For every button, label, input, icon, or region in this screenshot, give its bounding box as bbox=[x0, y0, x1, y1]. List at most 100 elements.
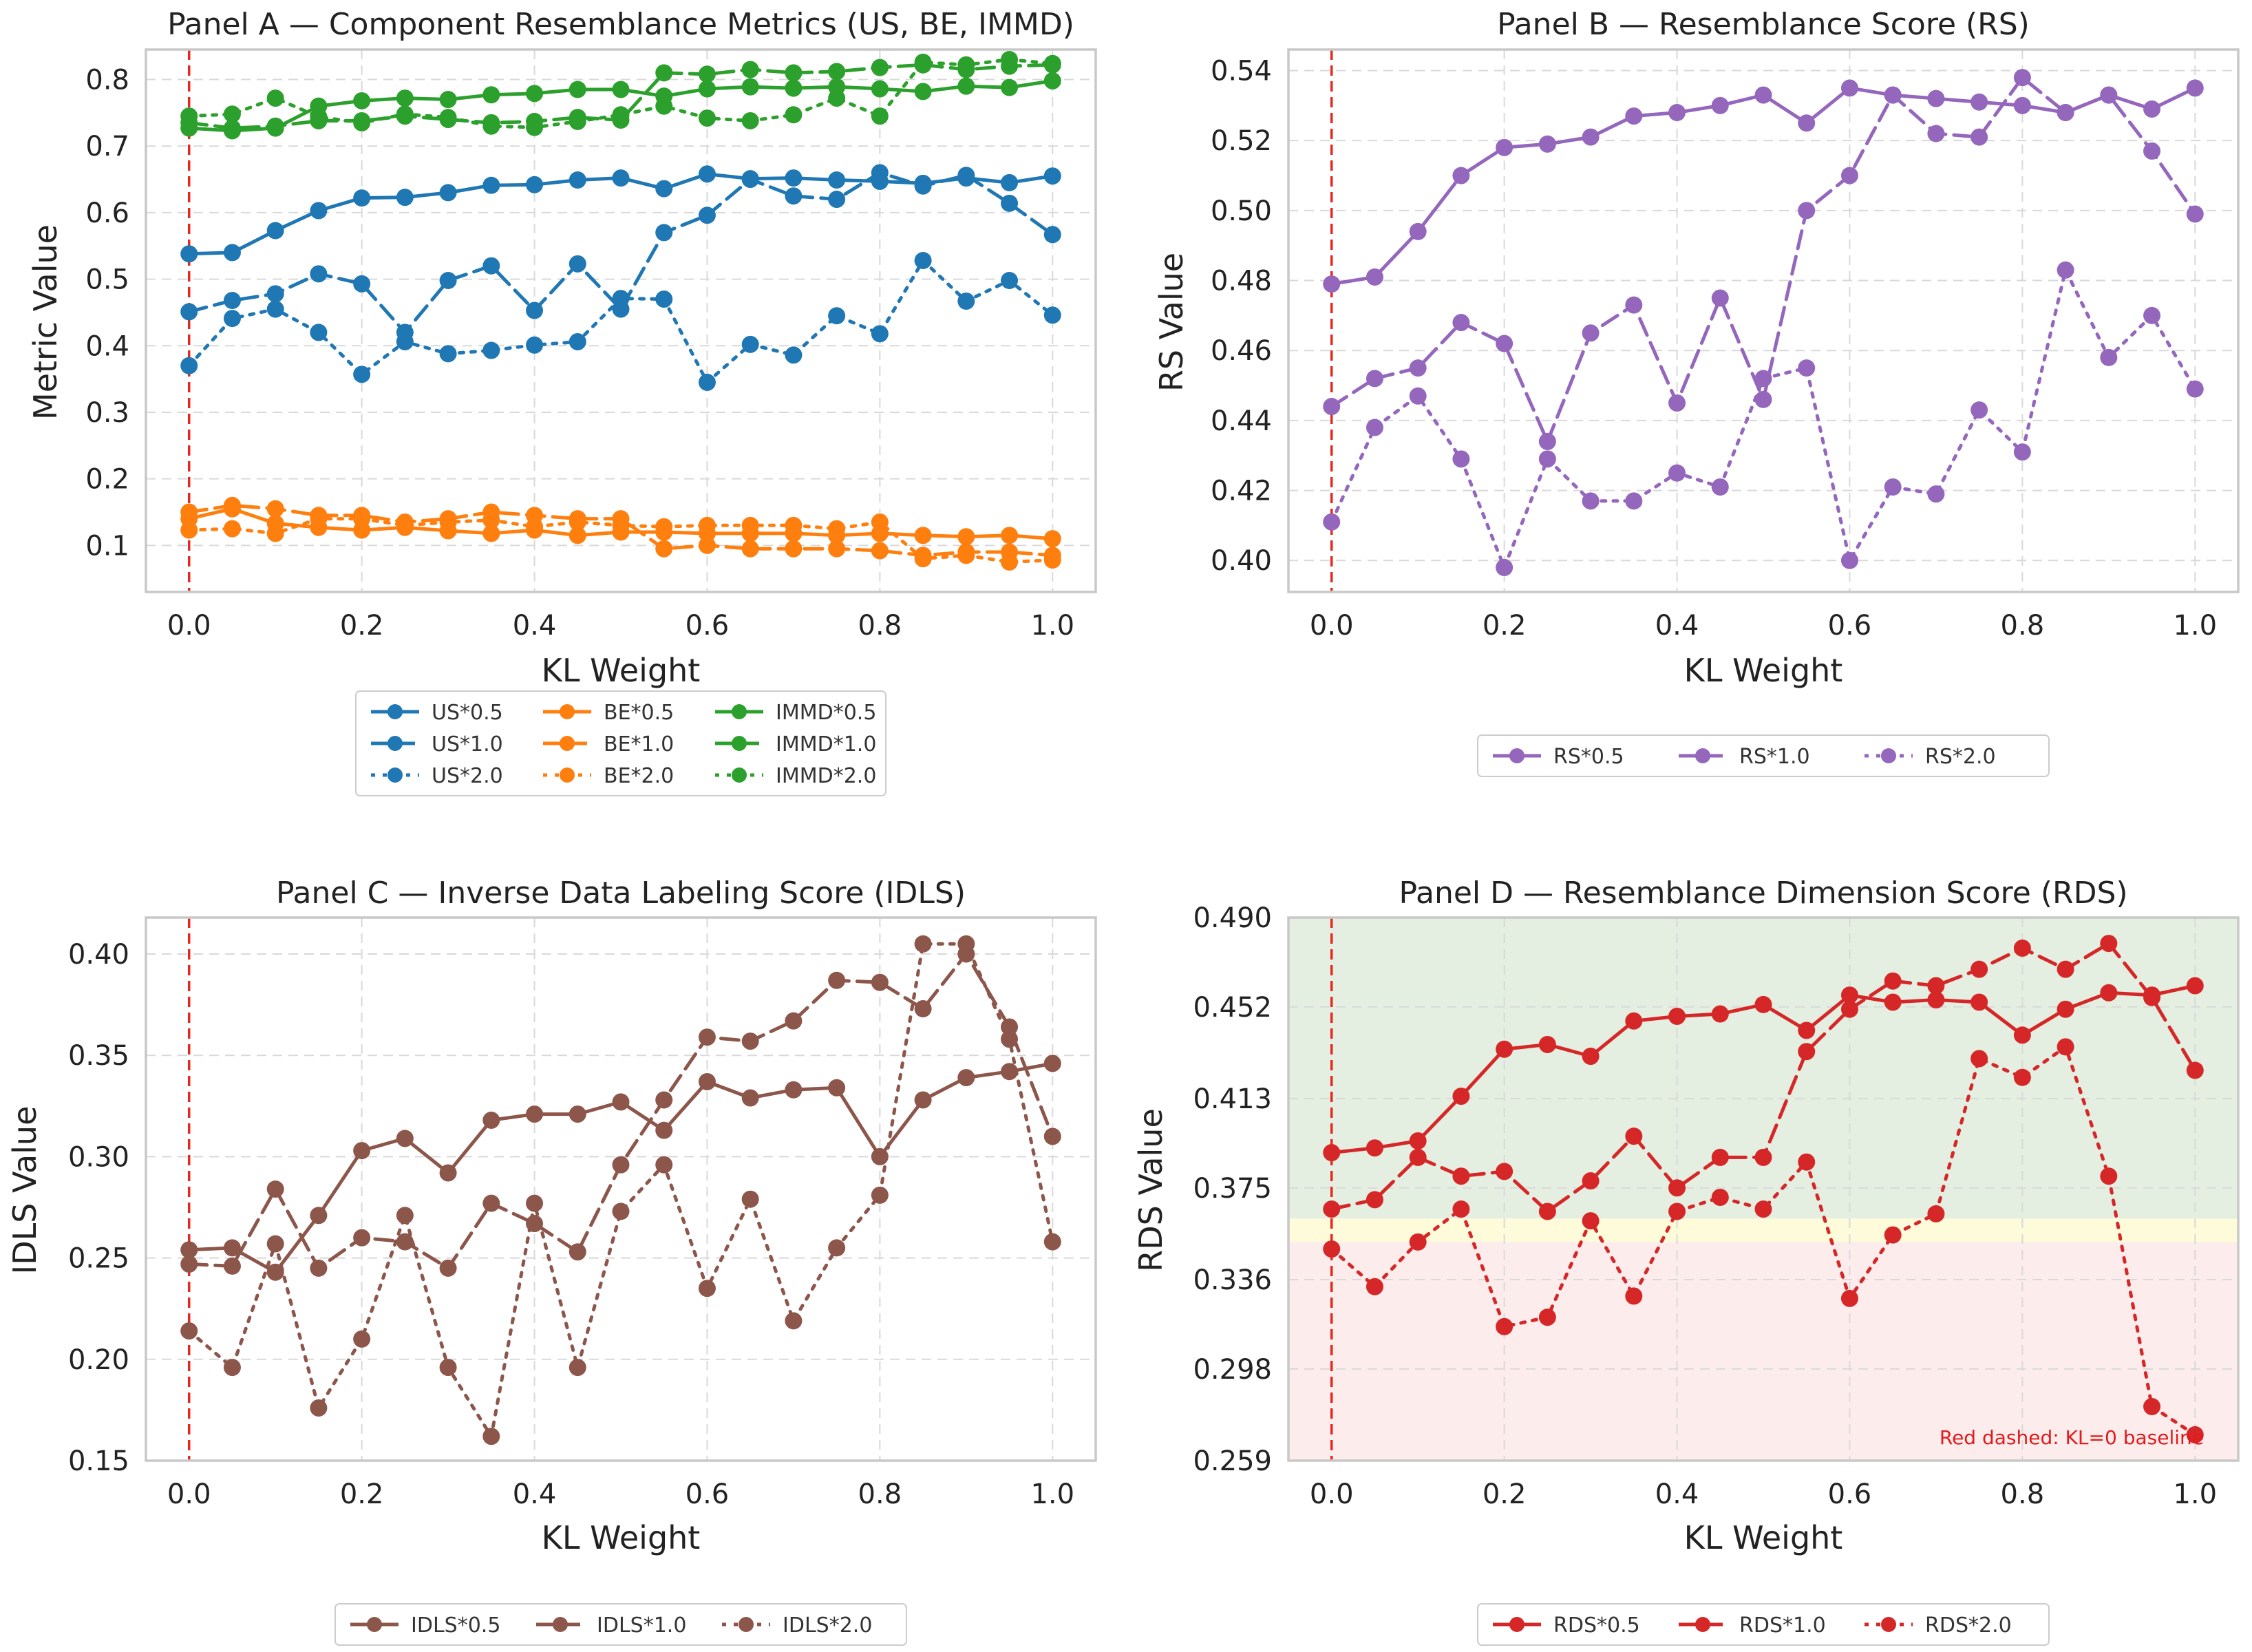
panel-a-data-point bbox=[223, 292, 241, 310]
panel-a-data-point bbox=[655, 540, 673, 558]
panel-d-data-point bbox=[1754, 1200, 1772, 1218]
panel-c-xlabel: KL Weight bbox=[542, 1519, 701, 1556]
panel-a-data-point bbox=[569, 81, 586, 98]
panel-b-data-point bbox=[1927, 89, 1945, 107]
panel-b-data-point bbox=[2057, 104, 2074, 122]
panel-c-data-point bbox=[569, 1243, 586, 1261]
panel-b-data-point bbox=[1323, 398, 1341, 416]
panel-c-y-tick-label: 0.30 bbox=[68, 1141, 129, 1173]
panel-b-x-tick-label: 0.6 bbox=[1828, 610, 1872, 642]
panel-a-legend-label: IMMD*1.0 bbox=[776, 732, 876, 756]
panel-b-x-tick-label: 0.8 bbox=[2001, 610, 2045, 642]
panel-b-data-point bbox=[1538, 450, 1556, 468]
panel-c-data-point bbox=[914, 1091, 932, 1109]
panel-b-data-point bbox=[1366, 370, 1383, 388]
panel-a-legend-item: IMMD*2.0 bbox=[715, 764, 876, 788]
panel-b-data-point bbox=[1927, 485, 1945, 503]
panel-c-series-1 bbox=[180, 945, 1061, 1277]
panel-d-data-point bbox=[2100, 935, 2118, 953]
panel-a-data-point bbox=[698, 373, 716, 391]
panel-a-data-point bbox=[1001, 173, 1019, 191]
panel-a-data-point bbox=[526, 518, 544, 536]
panel-d-data-point bbox=[2013, 1068, 2031, 1086]
panel-a-data-point bbox=[655, 224, 673, 242]
panel-b-data-point bbox=[1884, 86, 1902, 104]
panel-d-legend-item: RDS*2.0 bbox=[1865, 1613, 2012, 1638]
panel-b-data-point bbox=[1840, 167, 1858, 184]
panel-b-data-point bbox=[1625, 492, 1643, 510]
panel-d-data-point bbox=[1927, 977, 1945, 995]
panel-b-data-point bbox=[2057, 261, 2074, 279]
panel-a-data-point bbox=[741, 61, 759, 78]
panel-a-data-point bbox=[569, 527, 586, 544]
panel-a-data-point bbox=[741, 335, 759, 353]
panel-a-data-point bbox=[828, 63, 846, 81]
panel-d-legend-label: RDS*2.0 bbox=[1925, 1613, 2012, 1638]
panel-a-data-point bbox=[180, 303, 198, 321]
panel-b-y-tick-label: 0.54 bbox=[1211, 56, 1272, 87]
panel-b-data-point bbox=[1798, 202, 1816, 220]
panel-c-data-point bbox=[180, 1241, 198, 1259]
panel-d-legend-marker bbox=[1881, 1617, 1896, 1632]
panel-c-data-point bbox=[957, 935, 975, 953]
panel-d-y-tick-label: 0.490 bbox=[1193, 902, 1272, 934]
panel-c-data-point bbox=[871, 1147, 889, 1165]
panel-a-data-point bbox=[741, 78, 759, 96]
panel-d-axes-frame bbox=[1287, 916, 2240, 1462]
panel-a-data-point bbox=[741, 516, 759, 534]
panel-d-y-tick-label: 0.298 bbox=[1193, 1354, 1272, 1386]
panel-d-data-point bbox=[1625, 1127, 1643, 1145]
panel-b-data-point bbox=[1970, 93, 1988, 111]
panel-b-data-point bbox=[1538, 135, 1556, 153]
panel-a-data-point bbox=[353, 275, 371, 293]
panel-a-data-point bbox=[1001, 272, 1019, 290]
panel-a-x-tick-label: 0.6 bbox=[686, 610, 730, 642]
panel-a-series-6 bbox=[180, 72, 1061, 140]
panel-a-data-point bbox=[180, 107, 198, 125]
panel-b-data-point bbox=[1452, 167, 1470, 184]
panel-a-data-point bbox=[957, 547, 975, 564]
panel-d-data-point bbox=[1884, 972, 1902, 990]
panel-d-data-point bbox=[1840, 1289, 1858, 1307]
panel-c-legend-label: IDLS*0.5 bbox=[411, 1613, 500, 1638]
panel-a-data-point bbox=[1001, 553, 1019, 571]
panel-a-data-point bbox=[741, 171, 759, 189]
panel-b-data-point bbox=[1711, 478, 1729, 496]
panel-d-legend-marker bbox=[1695, 1617, 1710, 1632]
panel-c-data-point bbox=[1001, 1063, 1019, 1081]
panel-c-data-point bbox=[1001, 1030, 1019, 1048]
panel-a-series-8 bbox=[180, 51, 1061, 136]
panel-a-data-point bbox=[266, 222, 284, 240]
panel-a-data-point bbox=[828, 307, 846, 325]
panel-a-data-point bbox=[698, 65, 716, 83]
panel-b-data-point bbox=[1840, 551, 1858, 569]
panel-a-y-tick-label: 0.3 bbox=[85, 397, 129, 429]
panel-a-data-point bbox=[569, 513, 586, 531]
panel-d-data-point bbox=[1711, 1188, 1729, 1206]
panel-d-data-point bbox=[1452, 1200, 1470, 1218]
panel-a-data-point bbox=[828, 540, 846, 558]
panel-a-data-point bbox=[266, 525, 284, 542]
panel-d-data-point bbox=[1668, 1179, 1686, 1197]
panel-c-data-point bbox=[1001, 1018, 1019, 1036]
panel-a-data-point bbox=[1001, 527, 1019, 544]
panel-a-legend-item: BE*0.5 bbox=[543, 701, 674, 725]
panel-c-data-point bbox=[655, 1091, 673, 1109]
panel-d-data-point bbox=[2057, 1038, 2074, 1056]
panel-a-legend-label: IMMD*0.5 bbox=[776, 701, 876, 725]
panel-c-x-tick-label: 1.0 bbox=[1030, 1479, 1074, 1510]
panel-b-data-point bbox=[1884, 478, 1902, 496]
panel-b-data-point bbox=[1582, 128, 1600, 146]
panel-a-data-point bbox=[526, 85, 544, 103]
panel-a-legend-item: IMMD*1.0 bbox=[715, 732, 876, 756]
panel-a-data-point bbox=[612, 81, 630, 98]
panel-a-data-point bbox=[785, 540, 803, 558]
panel-a-plot-area bbox=[146, 50, 1096, 592]
panel-d-xlabel: KL Weight bbox=[1684, 1519, 1843, 1556]
panel-c-data-point bbox=[396, 1207, 414, 1225]
panel-c-data-point bbox=[482, 1111, 500, 1129]
panel-a-data-point bbox=[526, 336, 544, 354]
panel-c-data-point bbox=[871, 973, 889, 991]
panel-c-data-point bbox=[526, 1194, 544, 1212]
panel-a-data-point bbox=[698, 80, 716, 98]
